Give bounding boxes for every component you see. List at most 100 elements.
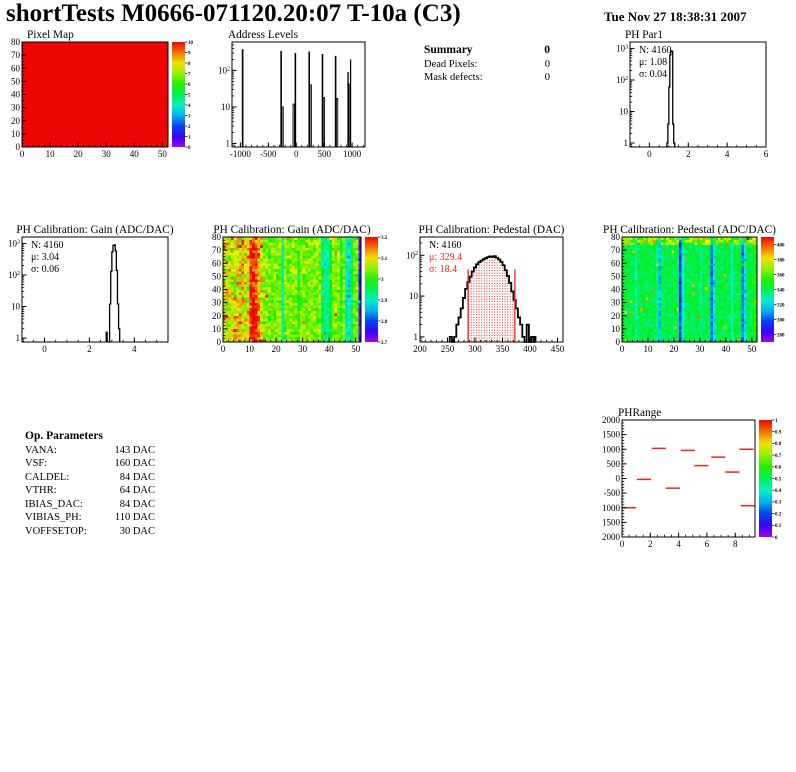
svg-text:0.7: 0.7	[775, 454, 782, 459]
svg-text:10: 10	[221, 102, 231, 112]
svg-text:1500: 1500	[602, 517, 621, 527]
svg-text:1000: 1000	[602, 444, 621, 454]
svg-text:0: 0	[294, 149, 299, 159]
svg-text:2.9: 2.9	[381, 299, 388, 304]
svg-text:-500: -500	[260, 149, 277, 159]
svg-text:0.2: 0.2	[775, 512, 782, 517]
svg-text:50: 50	[11, 76, 21, 86]
vsf-label: VSF:	[25, 458, 48, 469]
summary-value: 0	[544, 44, 550, 56]
ph_range-svg: 0 2 4 6 8 2000 1500 1000 500 0 -500 1000 1500 2000 1 0.…	[602, 407, 782, 549]
svg-text:60: 60	[212, 258, 222, 268]
svg-text:0.9: 0.9	[775, 431, 782, 436]
vthr-label: VTHR:	[25, 485, 57, 496]
svg-text:6: 6	[705, 539, 710, 549]
svg-text:2000: 2000	[602, 532, 621, 542]
svg-text:1: 1	[226, 138, 231, 148]
ped_map-cells	[622, 237, 758, 343]
vana-value: 143 DAC	[114, 444, 155, 456]
svg-text:μ: 329.4: μ: 329.4	[429, 252, 462, 263]
svg-text:360: 360	[777, 273, 785, 278]
vibias-ph-value: 110 DAC	[114, 512, 155, 523]
svg-text:20: 20	[11, 116, 21, 126]
svg-text:PH Calibration: Gain (ADC/DAC): PH Calibration: Gain (ADC/DAC)	[16, 224, 173, 236]
svg-text:6: 6	[764, 149, 769, 159]
svg-text:-500: -500	[604, 488, 621, 498]
svg-text:Address Levels: Address Levels	[228, 30, 298, 41]
svg-text:3.1: 3.1	[381, 257, 388, 262]
op-row-vthr: VTHR: 64 DAC	[25, 485, 155, 496]
svg-text:0: 0	[217, 337, 222, 347]
ph-par1-plot: 0 2 4 6 1 10 102 103 N: 4160 μ: 1.08 σ: 0.04 PH Par…	[597, 30, 796, 160]
svg-text:50: 50	[747, 344, 757, 354]
svg-text:0.4: 0.4	[775, 489, 782, 494]
svg-text:1: 1	[16, 333, 21, 343]
svg-text:400: 400	[523, 344, 537, 354]
svg-text:30: 30	[695, 344, 705, 354]
svg-text:2000: 2000	[602, 415, 621, 425]
svg-text:0: 0	[20, 149, 25, 159]
op-row-voffsetop: VOFFSETOP: 30 DAC	[25, 526, 155, 537]
svg-text:PH Calibration: Pedestal (ADC/: PH Calibration: Pedestal (ADC/DAC)	[603, 224, 776, 236]
ped_map-svg: 0 10 20 30 40 50 0 10 20 30 40 50 60 70 80 400 380 360 340…	[603, 224, 785, 354]
svg-text:10: 10	[212, 324, 222, 334]
svg-text:20: 20	[669, 344, 679, 354]
svg-text:0: 0	[188, 146, 191, 151]
pedestal-map-plot: 0 10 20 30 40 50 0 10 20 30 40 50 60 70 80 400 380 360 340…	[597, 218, 796, 358]
svg-text:PH Calibration: Pedestal (DAC): PH Calibration: Pedestal (DAC)	[419, 224, 565, 236]
svg-text:3: 3	[188, 114, 191, 119]
svg-text:4: 4	[676, 539, 681, 549]
svg-text:0.1: 0.1	[775, 524, 782, 529]
svg-text:2: 2	[648, 539, 653, 549]
svg-text:10: 10	[188, 41, 194, 46]
svg-text:1: 1	[624, 138, 629, 148]
svg-text:μ: 1.08: μ: 1.08	[639, 57, 667, 68]
gain-hist-plot: 0 2 4 1 10 102 103 N: 4160 μ: 3.04 σ: 0.06 PH Cali…	[0, 218, 199, 358]
svg-text:5: 5	[188, 93, 191, 98]
svg-text:10: 10	[11, 129, 21, 139]
svg-text:30: 30	[298, 344, 308, 354]
pixel-map-plot: 0 10 20 30 40 50 0 10 20 30 40 50 60 70 80 10 9 8 7 6 5 4 3 2 1 0…	[0, 30, 199, 160]
address_levels-svg: -1000 -500 0 500 1000 1 10 102 Address Levels	[218, 30, 366, 159]
svg-text:N: 4160: N: 4160	[429, 240, 462, 251]
svg-text:0: 0	[620, 539, 625, 549]
svg-text:50: 50	[212, 271, 222, 281]
ibias-dac-value: 84 DAC	[119, 498, 155, 510]
svg-text:40: 40	[11, 90, 21, 100]
op-row-caldel: CALDEL: 84 DAC	[25, 472, 155, 483]
svg-text:70: 70	[212, 245, 222, 255]
svg-text:0: 0	[221, 344, 226, 354]
op-row-vana: VANA: 143 DAC	[25, 445, 155, 456]
pedestal-hist-plot: 200 250 300 350 400 450 1 10 102 N: 4160 μ: 329.4 σ…	[398, 218, 597, 358]
svg-text:0: 0	[616, 337, 621, 347]
voffsetop-value: 30 DAC	[119, 525, 155, 537]
voffsetop-label: VOFFSETOP:	[25, 525, 87, 537]
svg-text:1000: 1000	[602, 503, 621, 513]
svg-text:10: 10	[11, 302, 21, 312]
svg-text:0: 0	[647, 149, 652, 159]
svg-text:80: 80	[11, 37, 21, 47]
svg-text:0.8: 0.8	[775, 442, 782, 447]
svg-text:PHRange: PHRange	[618, 407, 661, 419]
svg-text:80: 80	[611, 232, 621, 242]
svg-text:PH Par1: PH Par1	[625, 30, 663, 41]
svg-text:1: 1	[775, 419, 778, 424]
ph-range-plot: 0 2 4 6 8 2000 1500 1000 500 0 -500 1000 1500 2000 1 0.…	[597, 405, 796, 550]
svg-text:10: 10	[619, 107, 629, 117]
svg-text:2: 2	[686, 149, 691, 159]
op-row-vsf: VSF: 160 DAC	[25, 458, 155, 469]
svg-text:320: 320	[777, 303, 785, 308]
dead-pixels-label: Dead Pixels:	[424, 58, 478, 70]
caldel-label: CALDEL:	[25, 471, 70, 483]
svg-text:6: 6	[188, 83, 191, 88]
svg-text:1: 1	[414, 332, 419, 342]
svg-text:102: 102	[218, 65, 230, 75]
svg-text:10: 10	[409, 291, 419, 301]
svg-text:8: 8	[188, 62, 191, 67]
svg-text:1500: 1500	[602, 430, 621, 440]
svg-text:-1000: -1000	[230, 149, 251, 159]
address-levels-plot: -1000 -500 0 500 1000 1 10 102 Address Levels	[199, 30, 398, 160]
